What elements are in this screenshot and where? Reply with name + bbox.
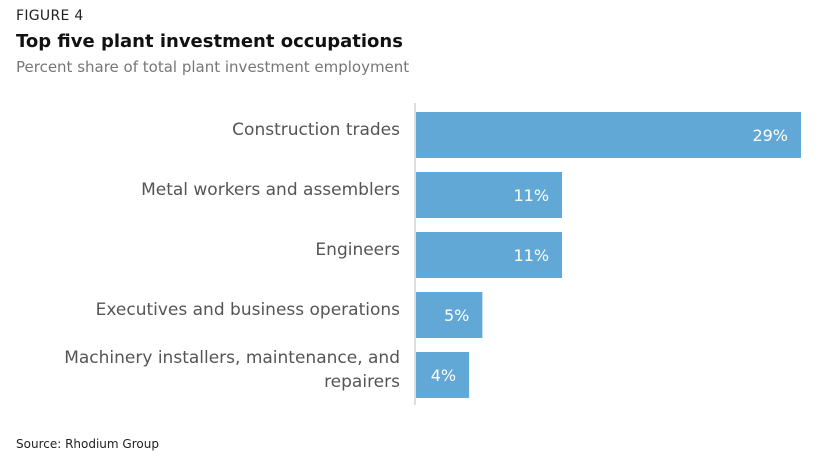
bar-value-label-2: 11%: [513, 186, 549, 205]
category-label-4: Executives and business operations: [96, 300, 401, 320]
chart-title: Top five plant investment occupations: [16, 31, 403, 52]
chart-subtitle: Percent share of total plant investment …: [16, 58, 410, 76]
category-label-2: Metal workers and assemblers: [141, 180, 400, 200]
figure-label: FIGURE 4: [16, 8, 84, 24]
category-label-1: Construction trades: [232, 120, 400, 140]
bar-value-label-1: 29%: [752, 126, 788, 145]
bar-value-label-3: 11%: [513, 246, 549, 265]
bar-value-label-4: 5%: [444, 306, 469, 325]
source-note: Source: Rhodium Group: [16, 437, 159, 451]
bar-1: [416, 112, 801, 158]
bar-5: [416, 352, 470, 398]
bar-3: [416, 232, 563, 278]
bar-value-label-5: 4%: [431, 366, 456, 385]
category-label-3: Engineers: [315, 240, 400, 260]
bar-2: [416, 172, 563, 218]
category-label-5-line-1: Machinery installers, maintenance, and: [64, 348, 400, 368]
bar-4: [416, 292, 483, 338]
category-label-5-line-2: repairers: [324, 372, 400, 392]
